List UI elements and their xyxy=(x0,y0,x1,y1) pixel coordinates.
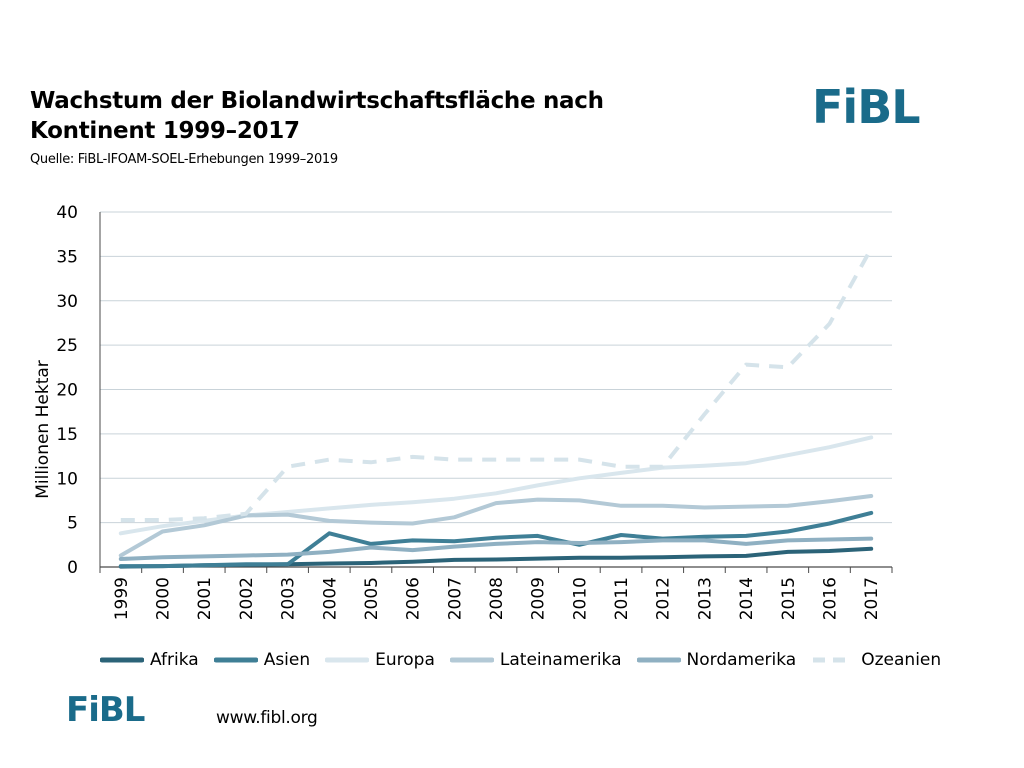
legend-item: Lateinamerika xyxy=(449,650,622,670)
series-line-lateinamerika xyxy=(118,494,874,558)
y-tick-label: 20 xyxy=(56,381,78,401)
legend-item: Ozeanien xyxy=(811,650,941,670)
legend-label: Asien xyxy=(263,650,311,670)
x-tick-label: 2012 xyxy=(654,577,674,620)
axes xyxy=(99,212,893,573)
y-tick-label: 35 xyxy=(56,247,78,267)
y-tick-label: 10 xyxy=(56,469,78,489)
legend-label: Ozeanien xyxy=(861,650,942,670)
line-chart: 0 5 10 15 20 25 30 35 40 1999 2000 2001 2002 2003 2004… xyxy=(33,203,893,620)
legend-swatch xyxy=(813,657,854,663)
series-line-asien xyxy=(118,510,874,569)
series-line-nordamerika xyxy=(118,536,874,561)
x-tick-label: 2001 xyxy=(195,577,215,620)
x-tick-label: 2008 xyxy=(487,577,507,620)
x-tick-label: 2010 xyxy=(570,577,590,620)
legend-swatch xyxy=(449,657,494,663)
x-tick-label: 2006 xyxy=(404,577,424,620)
axis-labels: 0 5 10 15 20 25 30 35 40 1999 2000 2001 2002 2003 2004… xyxy=(33,203,882,620)
x-tick-label: 2000 xyxy=(154,577,174,620)
y-tick-label: 0 xyxy=(67,558,78,578)
legend-swatch xyxy=(100,657,144,663)
gridlines xyxy=(100,211,892,524)
legend-label: Afrika xyxy=(150,650,199,670)
series-lines xyxy=(118,247,874,569)
fibl-logo-top: FiBL xyxy=(812,80,921,134)
legend-swatch xyxy=(213,657,258,663)
y-axis-title: Millionen Hektar xyxy=(33,360,53,499)
y-tick-label: 25 xyxy=(56,336,78,356)
legend-swatch xyxy=(636,657,681,663)
y-tick-label: 30 xyxy=(56,292,78,312)
legend-item: Afrika xyxy=(100,650,199,670)
series-line-ozeanien xyxy=(120,247,873,522)
x-tick-label: 1999 xyxy=(112,577,132,620)
chart-subtitle: Quelle: FiBL-IFOAM-SOEL-Erhebungen 1999–… xyxy=(30,152,338,167)
chart-title-line1: Wachstum der Biolandwirtschaftsfläche na… xyxy=(30,88,604,114)
y-tick-label: 40 xyxy=(56,203,78,223)
legend-label: Nordamerika xyxy=(686,650,797,670)
fibl-logo-bottom: FiBL xyxy=(66,690,145,730)
x-tick-label: 2009 xyxy=(529,577,549,620)
x-tick-label: 2016 xyxy=(820,577,840,620)
legend: Afrika Asien Europa Lateinamerika Nordamerik… xyxy=(100,650,956,670)
chart-title: Wachstum der Biolandwirtschaftsfläche na… xyxy=(30,86,750,146)
website-link[interactable]: www.fibl.org xyxy=(216,708,318,728)
x-tick-label: 2014 xyxy=(737,577,757,620)
legend-swatch xyxy=(325,657,370,663)
legend-item: Europa xyxy=(325,650,435,670)
x-tick-label: 2015 xyxy=(779,577,799,620)
x-tick-label: 2005 xyxy=(362,577,382,620)
x-tick-label: 2007 xyxy=(445,577,465,620)
x-tick-label: 2004 xyxy=(320,577,340,620)
y-tick-label: 15 xyxy=(56,425,78,445)
y-tick-label: 5 xyxy=(67,514,78,534)
legend-label: Europa xyxy=(375,650,435,670)
x-tick-label: 2011 xyxy=(612,577,632,620)
legend-label: Lateinamerika xyxy=(499,650,622,670)
legend-item: Nordamerika xyxy=(636,650,797,670)
legend-item: Asien xyxy=(213,650,311,670)
x-tick-label: 2002 xyxy=(237,577,257,620)
x-tick-label: 2013 xyxy=(695,577,715,620)
x-tick-label: 2003 xyxy=(279,577,299,620)
chart-title-line2: Kontinent 1999–2017 xyxy=(30,118,300,144)
x-tick-label: 2017 xyxy=(862,577,882,620)
